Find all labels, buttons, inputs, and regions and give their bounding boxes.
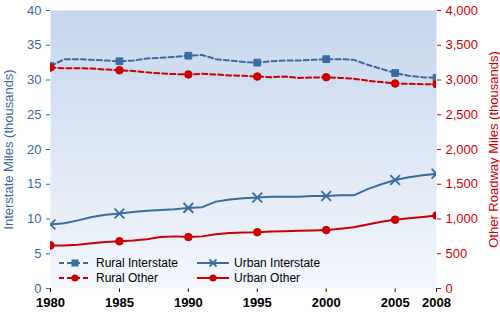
svg-text:1990: 1990 — [174, 295, 203, 310]
svg-text:Interstate Miles (thousands): Interstate Miles (thousands) — [1, 69, 16, 229]
svg-text:40: 40 — [27, 3, 41, 18]
svg-text:0: 0 — [446, 281, 453, 296]
html-text:Rural Other: Rural Other — [96, 271, 158, 285]
svg-text:4,000: 4,000 — [446, 3, 479, 18]
svg-text:5: 5 — [34, 246, 41, 261]
svg-text:1980: 1980 — [36, 295, 65, 310]
svg-text:1,000: 1,000 — [446, 211, 479, 226]
svg-text:30: 30 — [27, 72, 41, 87]
svg-text:25: 25 — [27, 107, 41, 122]
svg-text:0: 0 — [34, 281, 41, 296]
svg-text:15: 15 — [27, 176, 41, 191]
svg-text:35: 35 — [27, 37, 41, 52]
html-text:Rural Interstate: Rural Interstate — [96, 256, 178, 270]
svg-text:20: 20 — [27, 142, 41, 157]
svg-text:1985: 1985 — [105, 295, 134, 310]
svg-text:2,000: 2,000 — [446, 142, 479, 157]
svg-text:3,500: 3,500 — [446, 37, 479, 52]
svg-text:2000: 2000 — [312, 295, 341, 310]
svg-text:2005: 2005 — [381, 295, 410, 310]
svg-text:10: 10 — [27, 211, 41, 226]
svg-text:2,500: 2,500 — [446, 107, 479, 122]
svg-text:1,500: 1,500 — [446, 176, 479, 191]
html-text:Urban Interstate: Urban Interstate — [234, 256, 321, 270]
svg-text:3,000: 3,000 — [446, 72, 479, 87]
svg-text:500: 500 — [446, 246, 468, 261]
html-text:Urban Other: Urban Other — [234, 271, 301, 285]
svg-text:1995: 1995 — [243, 295, 272, 310]
svg-text:2008: 2008 — [422, 295, 451, 310]
svg-text:Other Roadway Miles (thousands: Other Roadway Miles (thousands) — [486, 51, 500, 248]
